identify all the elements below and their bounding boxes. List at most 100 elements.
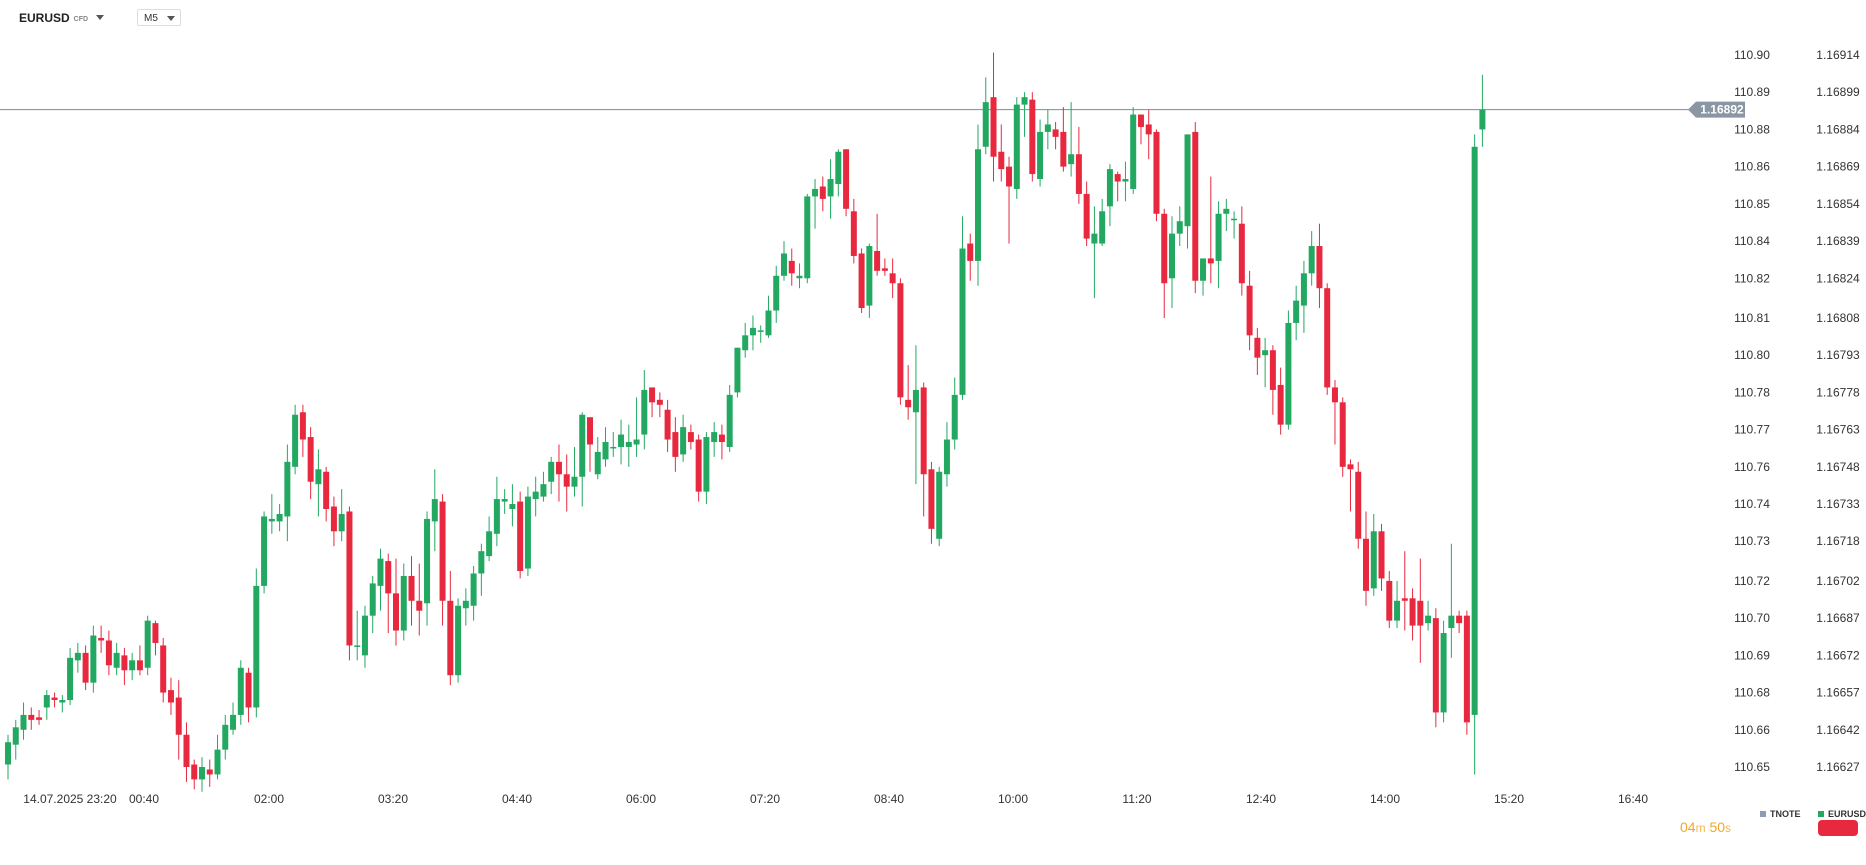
timeframe-select[interactable]: M5 bbox=[137, 9, 181, 26]
y-tick-right: 1.16899 bbox=[1816, 85, 1860, 99]
candle bbox=[555, 444, 562, 502]
timer-sec-unit: s bbox=[1725, 821, 1732, 835]
candle bbox=[587, 417, 593, 472]
candle bbox=[28, 707, 35, 730]
candle-body bbox=[90, 635, 97, 683]
candle bbox=[905, 365, 912, 420]
candle bbox=[1006, 156, 1013, 244]
candle bbox=[1013, 97, 1020, 199]
candle-body bbox=[509, 504, 516, 509]
candle bbox=[74, 642, 81, 673]
candle-body bbox=[183, 734, 190, 767]
candle bbox=[323, 466, 330, 522]
candle-body bbox=[594, 451, 601, 475]
candle-body bbox=[1130, 114, 1137, 189]
candle-body bbox=[361, 615, 368, 656]
candle bbox=[517, 491, 524, 579]
candle-body bbox=[51, 697, 58, 701]
candle-body bbox=[369, 583, 376, 616]
legend-label: TNOTE bbox=[1770, 809, 1801, 819]
candle-body bbox=[1316, 246, 1323, 289]
candle bbox=[299, 404, 306, 457]
candle-body bbox=[548, 461, 555, 482]
candle-body bbox=[641, 389, 648, 435]
timer-minutes: 04 bbox=[1680, 819, 1696, 835]
y-tick-right: 1.16839 bbox=[1816, 234, 1860, 248]
candle-body bbox=[1324, 288, 1331, 388]
candle bbox=[1448, 543, 1455, 658]
candle-body bbox=[144, 620, 151, 668]
candle bbox=[183, 722, 190, 782]
candle-body bbox=[1456, 615, 1463, 624]
candle bbox=[571, 446, 578, 497]
candle-body bbox=[990, 97, 997, 157]
candle-body bbox=[237, 667, 244, 715]
candle-body bbox=[276, 513, 283, 522]
candle-body bbox=[781, 253, 787, 276]
candle bbox=[121, 647, 128, 686]
y-tick-left: 110.66 bbox=[1734, 723, 1770, 737]
candle bbox=[749, 315, 756, 351]
candle-body bbox=[532, 491, 539, 500]
candle-body bbox=[610, 446, 617, 449]
candle-body bbox=[323, 471, 330, 509]
candle bbox=[781, 241, 787, 281]
x-tick: 16:40 bbox=[1618, 792, 1648, 806]
candle-body bbox=[1075, 154, 1082, 194]
candle bbox=[602, 427, 609, 467]
candle-body bbox=[1238, 223, 1245, 284]
candle-body bbox=[12, 727, 19, 745]
candle bbox=[1324, 283, 1331, 395]
candle-body bbox=[1386, 580, 1393, 621]
candle-body bbox=[1448, 615, 1455, 629]
candle bbox=[1114, 171, 1121, 202]
candle bbox=[1355, 461, 1362, 549]
candle-body bbox=[1169, 233, 1175, 279]
y-tick-right: 1.16808 bbox=[1816, 311, 1860, 325]
y-tick-right: 1.16793 bbox=[1816, 348, 1860, 362]
candle-body bbox=[1083, 193, 1090, 239]
legend-item-eurusd[interactable]: EURUSD bbox=[1818, 809, 1866, 819]
candle-body bbox=[385, 561, 392, 594]
legend-item-tnote[interactable]: TNOTE bbox=[1760, 809, 1801, 819]
candle-body bbox=[74, 652, 81, 661]
y-tick-right: 1.16869 bbox=[1816, 160, 1860, 174]
candle-body bbox=[167, 690, 174, 703]
candle-body bbox=[788, 260, 795, 274]
candle bbox=[1153, 129, 1160, 222]
candle-body bbox=[703, 437, 710, 492]
candle-body bbox=[804, 196, 811, 279]
candle bbox=[757, 325, 764, 343]
candle bbox=[532, 476, 539, 517]
candle-body bbox=[742, 335, 749, 351]
candle bbox=[152, 620, 159, 656]
candle bbox=[431, 469, 438, 552]
candle-body bbox=[672, 432, 679, 457]
symbol-selector[interactable]: EURUSD CFD bbox=[19, 11, 105, 25]
candle-body bbox=[67, 657, 74, 701]
candle-body bbox=[1068, 154, 1075, 165]
y-tick-left: 110.88 bbox=[1734, 122, 1770, 136]
candle-body bbox=[563, 474, 570, 487]
candle bbox=[509, 484, 516, 527]
candle bbox=[687, 424, 694, 450]
candle bbox=[1215, 201, 1222, 289]
candle bbox=[1386, 571, 1393, 629]
candle-body bbox=[975, 149, 981, 261]
candle bbox=[1091, 206, 1098, 299]
candle bbox=[59, 695, 66, 713]
candle bbox=[284, 444, 291, 542]
candle bbox=[486, 516, 493, 562]
candle bbox=[1200, 258, 1207, 296]
candle-body bbox=[261, 516, 268, 586]
alert-button[interactable] bbox=[1818, 820, 1858, 836]
candle-body bbox=[230, 714, 237, 730]
candle bbox=[1176, 206, 1183, 247]
candle bbox=[245, 667, 252, 723]
y-tick-left: 110.86 bbox=[1734, 160, 1770, 174]
candle-body bbox=[858, 253, 865, 309]
candle-body bbox=[1192, 131, 1199, 281]
candle-body bbox=[136, 660, 143, 671]
candle bbox=[113, 642, 120, 676]
